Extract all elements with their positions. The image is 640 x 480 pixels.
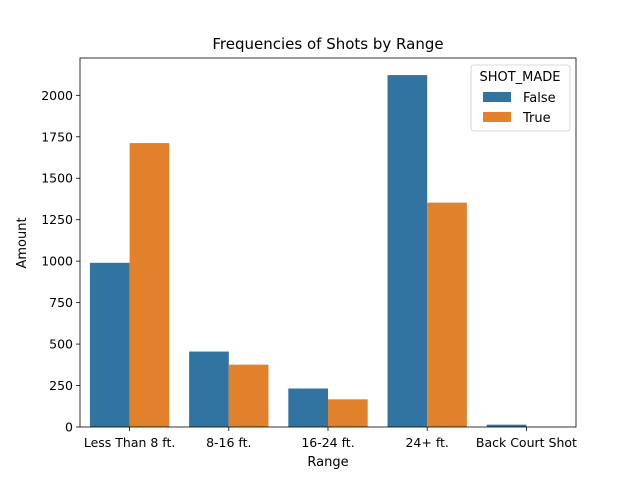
y-tick-label: 500 xyxy=(49,337,73,352)
legend: SHOT_MADE False True xyxy=(470,64,571,132)
bar-16-24-ft-true xyxy=(328,399,368,427)
y-tick-label: 250 xyxy=(49,378,73,393)
x-tick-label: Less Than 8 ft. xyxy=(84,435,176,450)
y-tick-label: 2000 xyxy=(41,88,73,103)
legend-label-false: False xyxy=(523,91,556,106)
bar-less-than-8-ft-false xyxy=(89,262,130,427)
y-tick-label: 1250 xyxy=(41,212,73,227)
y-tick-label: 1500 xyxy=(41,171,73,186)
chart-title: Frequencies of Shots by Range xyxy=(212,35,443,53)
legend-swatch-false xyxy=(483,92,511,102)
bar-8-16-ft-true xyxy=(228,364,269,427)
legend-swatch-true xyxy=(483,112,511,122)
y-tick-label: 1750 xyxy=(41,129,73,144)
bars-group xyxy=(89,75,567,427)
y-axis: 0 250 500 750 1000 1250 1500 1750 2000 xyxy=(41,88,80,435)
x-tick-label: Back Court Shot xyxy=(476,435,577,450)
x-axis-title: Range xyxy=(307,455,348,470)
y-tick-label: 1000 xyxy=(41,254,73,269)
legend-label-true: True xyxy=(522,111,551,126)
x-tick-label: 16-24 ft. xyxy=(301,435,354,450)
legend-title: SHOT_MADE xyxy=(479,70,560,85)
bar-16-24-ft-false xyxy=(288,388,328,427)
x-tick-label: 8-16 ft. xyxy=(206,435,251,450)
bar-8-16-ft-false xyxy=(189,351,229,427)
y-tick-label: 750 xyxy=(49,295,73,310)
bar-back-court-shot-false xyxy=(486,424,527,427)
y-axis-title: Amount xyxy=(15,217,30,268)
bar-24-ft-true xyxy=(427,202,467,427)
y-tick-label: 0 xyxy=(65,420,73,435)
bar-24-ft-false xyxy=(387,75,428,427)
bar-less-than-8-ft-true xyxy=(129,143,170,427)
plot-frame xyxy=(79,57,577,428)
x-axis: Less Than 8 ft. 8-16 ft. 16-24 ft. 24+ ft. B… xyxy=(84,427,577,450)
x-tick-label: 24+ ft. xyxy=(405,435,448,450)
